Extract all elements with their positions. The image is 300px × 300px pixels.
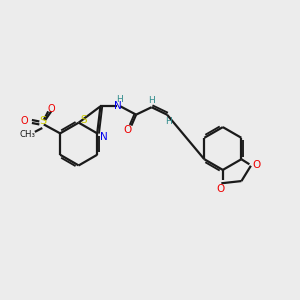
Text: S: S (81, 115, 87, 125)
Text: O: O (47, 104, 55, 114)
Text: O: O (217, 184, 225, 194)
Text: H: H (116, 95, 123, 104)
Text: O: O (252, 160, 260, 170)
Text: S: S (40, 116, 47, 127)
Text: O: O (21, 116, 28, 127)
Text: N: N (100, 132, 108, 142)
Text: H: H (148, 96, 155, 105)
Text: N: N (114, 101, 122, 111)
Text: H: H (165, 117, 172, 126)
Text: O: O (124, 125, 132, 135)
Text: CH₃: CH₃ (20, 130, 35, 139)
